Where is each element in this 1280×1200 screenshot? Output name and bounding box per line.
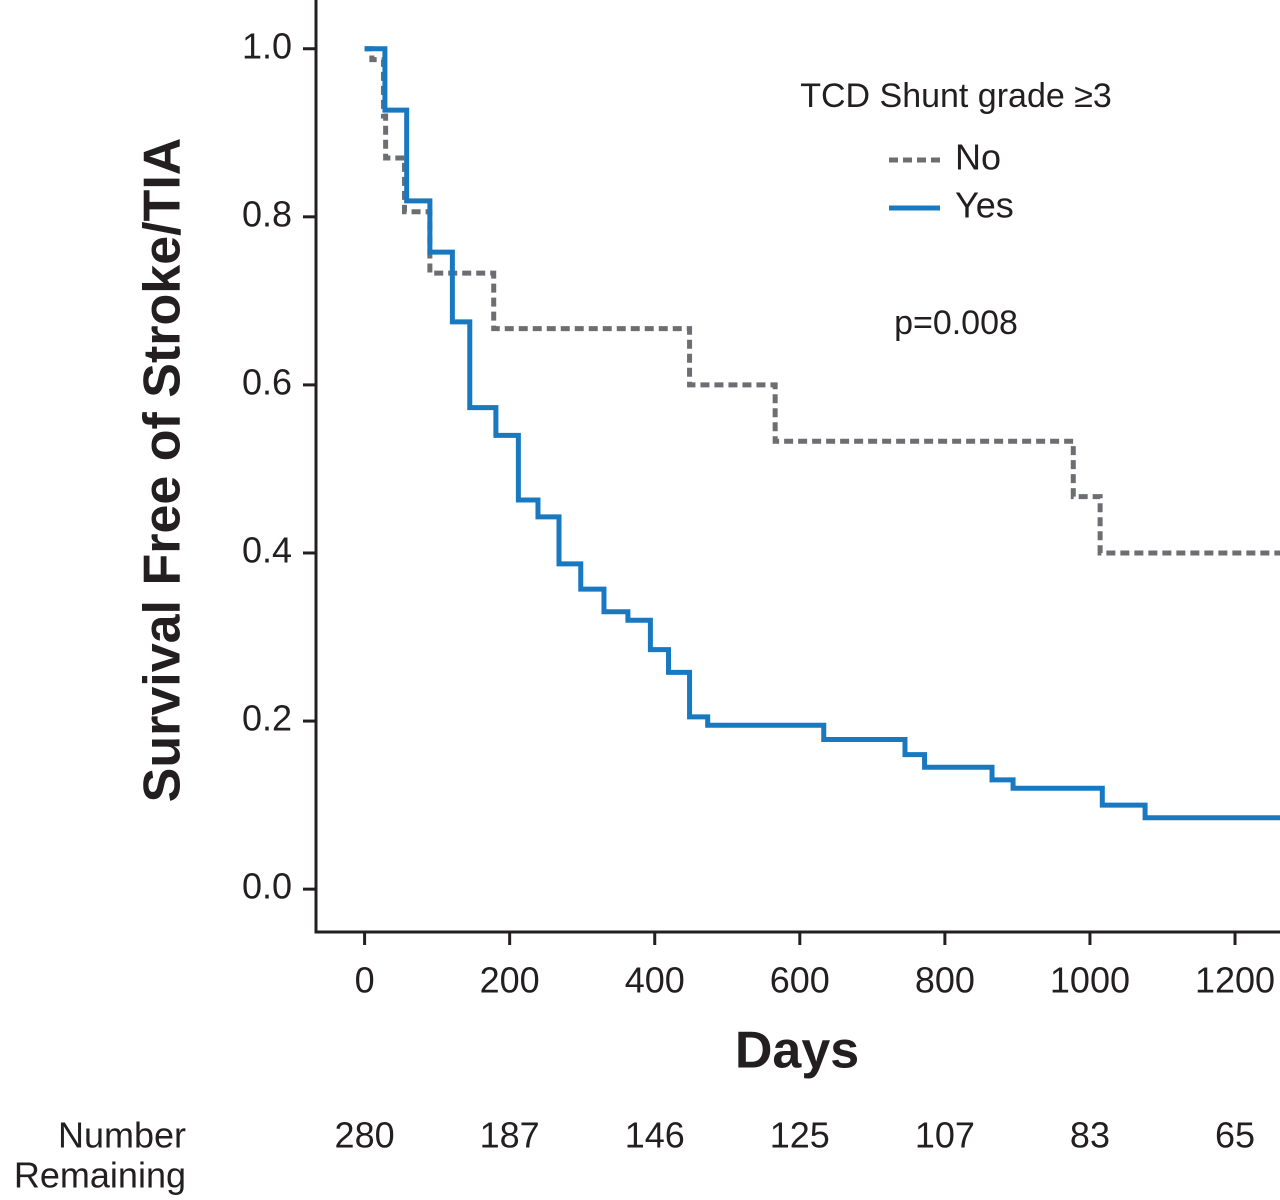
risk-table-value: 146 — [625, 1115, 685, 1156]
x-axis-label: Days — [735, 1022, 859, 1080]
y-axis-label: Survival Free of Stroke/TIA — [134, 138, 192, 803]
survival-curve — [364, 46, 1280, 821]
risk-table-label: Remaining — [14, 1155, 186, 1196]
y-tick-label: 0.0 — [242, 866, 292, 907]
x-tick-label: 1200 — [1195, 960, 1275, 1001]
legend-label: No — [955, 137, 1001, 178]
x-tick-label: 600 — [770, 960, 830, 1001]
y-tick-label: 0.6 — [242, 361, 292, 402]
x-tick-label: 1000 — [1050, 960, 1130, 1001]
y-tick-label: 1.0 — [242, 25, 292, 66]
x-tick-label: 400 — [625, 960, 685, 1001]
y-tick-label: 0.2 — [242, 698, 292, 739]
x-tick-label: 200 — [480, 960, 540, 1001]
y-tick-label: 0.4 — [242, 529, 292, 570]
y-tick-label: 0.8 — [242, 193, 292, 234]
risk-table-value: 280 — [335, 1115, 395, 1156]
legend-title: TCD Shunt grade ≥3 — [800, 77, 1112, 115]
annotation: p=0.008 — [894, 304, 1018, 342]
risk-table-value: 125 — [770, 1115, 830, 1156]
risk-table-label: Number — [58, 1115, 186, 1156]
risk-table-value: 65 — [1215, 1115, 1255, 1156]
risk-table-value: 107 — [915, 1115, 975, 1156]
risk-table-value: 83 — [1070, 1115, 1110, 1156]
x-tick-label: 800 — [915, 960, 975, 1001]
survival-curve — [364, 46, 1280, 556]
x-tick-label: 0 — [355, 960, 375, 1001]
legend-label: Yes — [955, 185, 1014, 226]
risk-table-value: 187 — [480, 1115, 540, 1156]
